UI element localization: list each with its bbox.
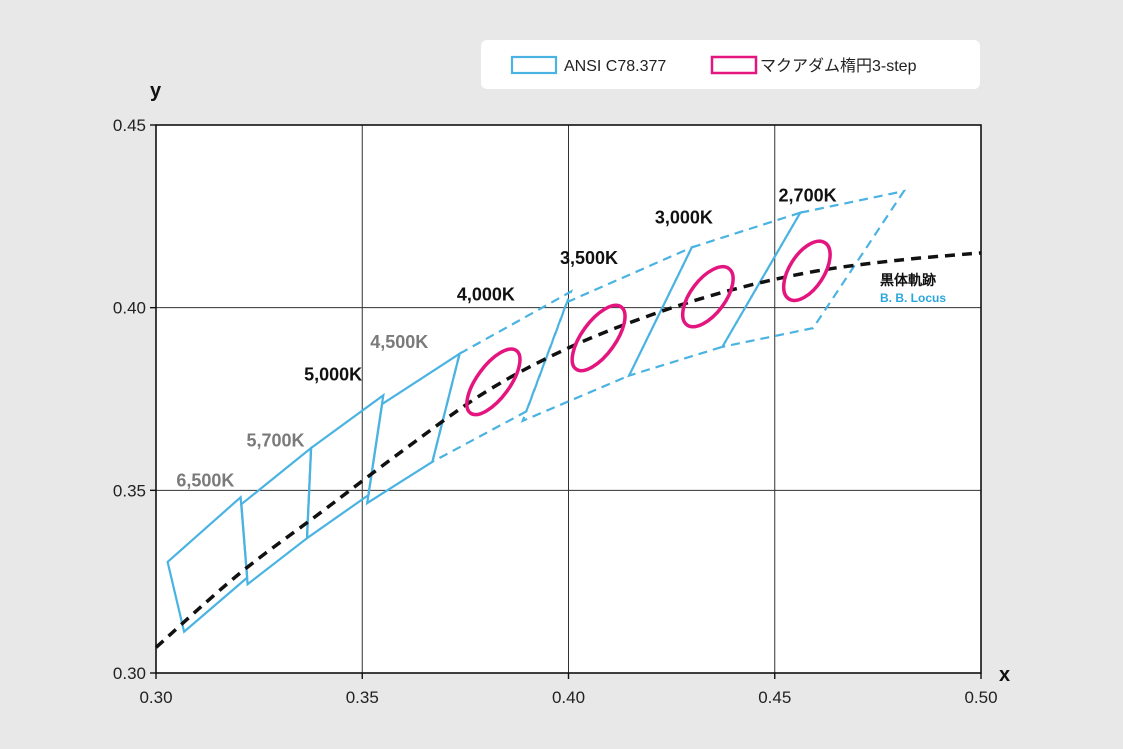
- macadam-ellipse-4000k: [465, 347, 522, 417]
- cct-label-3500k: 3,500K: [560, 248, 618, 268]
- plot-area: [156, 125, 981, 673]
- blackbody-locus: [154, 251, 982, 649]
- legend-swatch-ansi: [510, 55, 558, 75]
- x-tick-label: 0.45: [758, 688, 791, 707]
- y-tick-label: 0.35: [113, 481, 146, 500]
- x-tick-label: 0.30: [139, 688, 172, 707]
- ansi-quadrangle-3000k: [626, 210, 803, 378]
- cct-label-6500k: 6,500K: [176, 471, 234, 491]
- macadam-ellipse-3500k: [570, 303, 627, 373]
- legend-label-macadam: マクアダム楕円3-step: [760, 57, 917, 75]
- x-axis-label: x: [999, 664, 1010, 686]
- ansi-quadrangles: [166, 189, 907, 634]
- legend-label-ansi: ANSI C78.377: [564, 58, 666, 75]
- x-tick-label: 0.50: [964, 688, 997, 707]
- cct-label-4000k: 4,000K: [457, 284, 515, 304]
- locus-label-en: B. B. Locus: [880, 291, 946, 305]
- cct-label-5000k: 5,000K: [304, 365, 362, 385]
- cct-label-5700k: 5,700K: [246, 431, 304, 451]
- cct-labels: 6,500K 5,700K 5,000K 4,500K 4,000K 3,500K 3,00…: [176, 186, 836, 491]
- macadam-ellipses: [465, 239, 832, 417]
- axes: 0.30 0.35 0.40 0.45 0.50 0.30 0.35 0.40 0.45: [113, 116, 998, 707]
- y-tick-label: 0.40: [113, 299, 146, 318]
- ansi-quadrangle-2700k: [720, 189, 907, 349]
- macadam-ellipse-3000k: [680, 264, 735, 329]
- legend-box: [481, 40, 980, 89]
- x-tick-label: 0.40: [552, 688, 585, 707]
- x-tick-label: 0.35: [346, 688, 379, 707]
- cct-label-4500k: 4,500K: [370, 332, 428, 352]
- y-tick-label: 0.45: [113, 116, 146, 135]
- legend-swatch-macadam: [710, 55, 758, 75]
- ansi-quadrangle-4000k: [430, 289, 574, 464]
- y-tick-label: 0.30: [113, 664, 146, 683]
- cct-label-3000k: 3,000K: [655, 208, 713, 228]
- macadam-ellipse-2700k: [781, 239, 832, 303]
- locus-curve: [154, 251, 982, 649]
- locus-label-jp: 黒体軌跡: [880, 272, 936, 289]
- ansi-quadrangle-3500k: [520, 245, 695, 423]
- y-axis-label: y: [150, 80, 162, 102]
- legend: ANSI C78.377 マクアダム楕円3-step: [481, 40, 980, 89]
- cct-label-2700k: 2,700K: [779, 186, 837, 206]
